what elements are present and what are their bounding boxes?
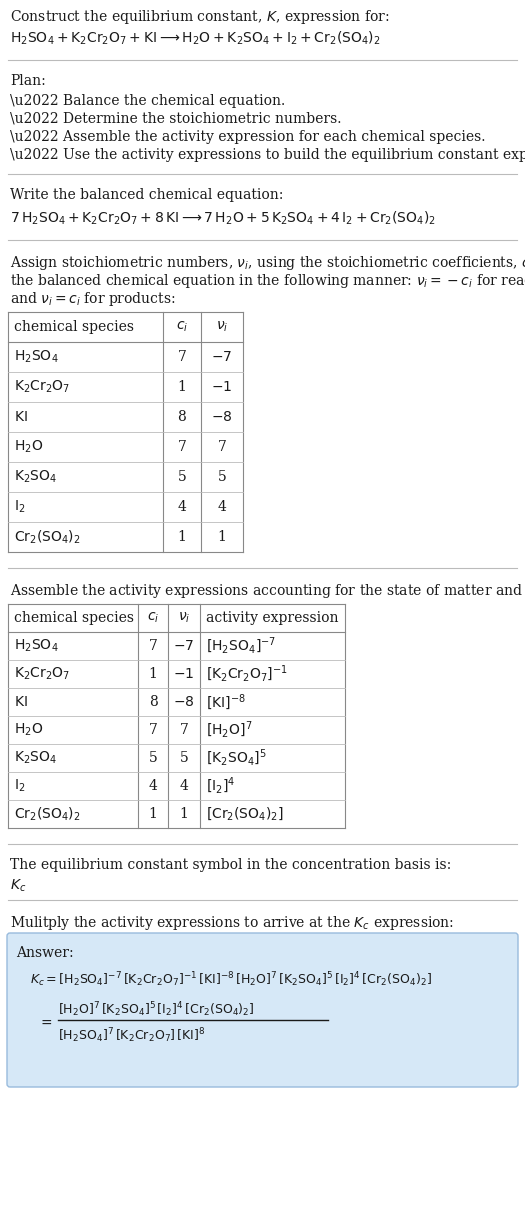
Text: $-7$: $-7$	[173, 640, 195, 653]
Text: $=$: $=$	[38, 1015, 53, 1030]
Text: $\mathrm{H_2SO_4}$: $\mathrm{H_2SO_4}$	[14, 638, 59, 654]
Text: 7: 7	[149, 640, 158, 653]
Text: $[\mathrm{H_2O}]^7$: $[\mathrm{H_2O}]^7$	[206, 720, 253, 740]
Text: $\mathrm{7\,H_2SO_4 + K_2Cr_2O_7 + 8\,KI \longrightarrow 7\,H_2O + 5\,K_2SO_4 + : $\mathrm{7\,H_2SO_4 + K_2Cr_2O_7 + 8\,KI…	[10, 210, 436, 228]
FancyBboxPatch shape	[7, 934, 518, 1087]
Text: 7: 7	[180, 723, 188, 737]
Text: $c_i$: $c_i$	[176, 320, 188, 335]
Text: Plan:: Plan:	[10, 74, 46, 89]
Text: $\nu_i$: $\nu_i$	[216, 320, 228, 335]
Text: $[\mathrm{Cr_2(SO_4)_2}]$: $[\mathrm{Cr_2(SO_4)_2}]$	[206, 806, 284, 823]
Text: and $\nu_i = c_i$ for products:: and $\nu_i = c_i$ for products:	[10, 290, 175, 308]
Text: the balanced chemical equation in the following manner: $\nu_i = -c_i$ for react: the balanced chemical equation in the fo…	[10, 272, 525, 290]
Text: 5: 5	[218, 470, 226, 483]
Text: $\mathrm{K_2Cr_2O_7}$: $\mathrm{K_2Cr_2O_7}$	[14, 379, 70, 395]
Text: $\mathrm{Cr_2(SO_4)_2}$: $\mathrm{Cr_2(SO_4)_2}$	[14, 529, 81, 546]
Text: 7: 7	[217, 440, 226, 454]
Text: $-1$: $-1$	[173, 667, 195, 681]
Text: \u2022 Use the activity expressions to build the equilibrium constant expression: \u2022 Use the activity expressions to b…	[10, 148, 525, 162]
Text: $-8$: $-8$	[211, 410, 233, 424]
Text: activity expression: activity expression	[206, 611, 339, 625]
Text: $-1$: $-1$	[212, 380, 233, 394]
Text: $\mathrm{KI}$: $\mathrm{KI}$	[14, 695, 28, 708]
Text: The equilibrium constant symbol in the concentration basis is:: The equilibrium constant symbol in the c…	[10, 859, 452, 872]
Text: $[\mathrm{H_2O}]^7\,[\mathrm{K_2SO_4}]^5\,[\mathrm{I_2}]^4\,[\mathrm{Cr_2(SO_4)_: $[\mathrm{H_2O}]^7\,[\mathrm{K_2SO_4}]^5…	[58, 1000, 255, 1018]
Text: \u2022 Balance the chemical equation.: \u2022 Balance the chemical equation.	[10, 93, 285, 108]
Text: 8: 8	[149, 695, 158, 708]
Text: $\nu_i$: $\nu_i$	[178, 611, 190, 625]
Text: 4: 4	[180, 779, 188, 793]
Text: chemical species: chemical species	[14, 611, 134, 625]
Text: $[\mathrm{H_2SO_4}]^{-7}$: $[\mathrm{H_2SO_4}]^{-7}$	[206, 636, 276, 656]
Text: $\mathrm{K_2Cr_2O_7}$: $\mathrm{K_2Cr_2O_7}$	[14, 665, 70, 683]
Text: $\mathrm{H_2SO_4 + K_2Cr_2O_7 + KI \longrightarrow H_2O + K_2SO_4 + I_2 + Cr_2(S: $\mathrm{H_2SO_4 + K_2Cr_2O_7 + KI \long…	[10, 30, 381, 48]
Text: 1: 1	[149, 807, 158, 820]
Text: $c_i$: $c_i$	[147, 611, 159, 625]
Text: 7: 7	[177, 351, 186, 364]
Text: 1: 1	[177, 530, 186, 544]
Text: 1: 1	[217, 530, 226, 544]
Text: $-8$: $-8$	[173, 695, 195, 708]
Text: $\mathrm{H_2O}$: $\mathrm{H_2O}$	[14, 722, 43, 738]
Text: Assemble the activity expressions accounting for the state of matter and $\nu_i$: Assemble the activity expressions accoun…	[10, 582, 525, 600]
Text: $\mathrm{H_2O}$: $\mathrm{H_2O}$	[14, 439, 43, 455]
Text: 4: 4	[149, 779, 158, 793]
Text: $[\mathrm{K_2SO_4}]^5$: $[\mathrm{K_2SO_4}]^5$	[206, 748, 267, 769]
Text: Assign stoichiometric numbers, $\nu_i$, using the stoichiometric coefficients, $: Assign stoichiometric numbers, $\nu_i$, …	[10, 255, 525, 272]
Text: 1: 1	[177, 380, 186, 394]
Text: 5: 5	[177, 470, 186, 483]
Text: $\mathrm{H_2SO_4}$: $\mathrm{H_2SO_4}$	[14, 349, 59, 365]
Text: Construct the equilibrium constant, $K$, expression for:: Construct the equilibrium constant, $K$,…	[10, 9, 390, 26]
Text: Answer:: Answer:	[16, 946, 74, 959]
Text: $[\mathrm{H_2SO_4}]^7\,[\mathrm{K_2Cr_2O_7}]\,[\mathrm{KI}]^8$: $[\mathrm{H_2SO_4}]^7\,[\mathrm{K_2Cr_2O…	[58, 1026, 206, 1044]
Text: $\mathrm{I_2}$: $\mathrm{I_2}$	[14, 499, 25, 515]
Text: 5: 5	[180, 752, 188, 765]
Text: $[\mathrm{KI}]^{-8}$: $[\mathrm{KI}]^{-8}$	[206, 692, 246, 712]
Text: Mulitply the activity expressions to arrive at the $K_c$ expression:: Mulitply the activity expressions to arr…	[10, 914, 454, 932]
Text: \u2022 Determine the stoichiometric numbers.: \u2022 Determine the stoichiometric numb…	[10, 112, 341, 125]
Text: $[\mathrm{K_2Cr_2O_7}]^{-1}$: $[\mathrm{K_2Cr_2O_7}]^{-1}$	[206, 664, 288, 684]
Text: 7: 7	[149, 723, 158, 737]
Text: chemical species: chemical species	[14, 320, 134, 335]
Text: $K_c$: $K_c$	[10, 878, 26, 894]
Text: \u2022 Assemble the activity expression for each chemical species.: \u2022 Assemble the activity expression …	[10, 130, 486, 144]
Text: 4: 4	[217, 501, 226, 514]
Text: $[\mathrm{I_2}]^4$: $[\mathrm{I_2}]^4$	[206, 776, 235, 796]
Text: 1: 1	[149, 667, 158, 681]
Text: $\mathrm{Cr_2(SO_4)_2}$: $\mathrm{Cr_2(SO_4)_2}$	[14, 806, 81, 823]
Text: 1: 1	[180, 807, 188, 820]
Text: $\mathrm{I_2}$: $\mathrm{I_2}$	[14, 777, 25, 795]
Text: 8: 8	[177, 410, 186, 424]
Text: $\mathrm{KI}$: $\mathrm{KI}$	[14, 410, 28, 424]
Text: $\mathrm{K_2SO_4}$: $\mathrm{K_2SO_4}$	[14, 750, 57, 766]
Text: 5: 5	[149, 752, 158, 765]
Text: $\mathrm{K_2SO_4}$: $\mathrm{K_2SO_4}$	[14, 469, 57, 485]
Text: $K_c = [\mathrm{H_2SO_4}]^{-7}\,[\mathrm{K_2Cr_2O_7}]^{-1}\,[\mathrm{KI}]^{-8}\,: $K_c = [\mathrm{H_2SO_4}]^{-7}\,[\mathrm…	[30, 970, 432, 989]
Text: Write the balanced chemical equation:: Write the balanced chemical equation:	[10, 188, 284, 202]
Text: $-7$: $-7$	[212, 351, 233, 364]
Text: 7: 7	[177, 440, 186, 454]
Text: 4: 4	[177, 501, 186, 514]
